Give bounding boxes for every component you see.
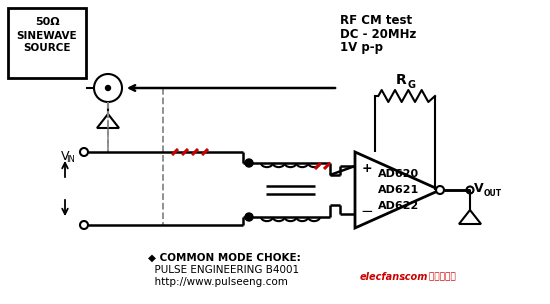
- Text: OUT: OUT: [484, 188, 502, 198]
- Text: 50Ω: 50Ω: [35, 17, 59, 27]
- Text: http://www.pulseeng.com: http://www.pulseeng.com: [148, 277, 288, 287]
- Text: ◆ COMMON MODE CHOKE:: ◆ COMMON MODE CHOKE:: [148, 253, 301, 263]
- Bar: [8, 8, 86, 78]
- Circle shape: [80, 221, 88, 229]
- Circle shape: [94, 74, 122, 102]
- Text: PULSE ENGINEERING B4001: PULSE ENGINEERING B4001: [148, 265, 299, 275]
- Text: −: −: [361, 205, 373, 219]
- Text: SINEWAVE: SINEWAVE: [16, 31, 78, 41]
- Text: V: V: [60, 150, 69, 163]
- Text: AD620: AD620: [378, 169, 420, 179]
- Text: +: +: [362, 161, 372, 174]
- Text: DC - 20MHz: DC - 20MHz: [340, 27, 416, 40]
- Text: SOURCE: SOURCE: [23, 43, 71, 53]
- Circle shape: [245, 213, 253, 221]
- Text: V: V: [474, 181, 483, 195]
- Circle shape: [436, 186, 444, 194]
- Text: 1V p-p: 1V p-p: [340, 42, 383, 54]
- Text: AD622: AD622: [378, 201, 420, 211]
- Circle shape: [80, 148, 88, 156]
- Text: RF CM test: RF CM test: [340, 13, 412, 26]
- Text: AD621: AD621: [378, 185, 420, 195]
- Text: G: G: [407, 80, 415, 90]
- Circle shape: [106, 85, 111, 91]
- Text: IN: IN: [67, 156, 75, 164]
- Text: 电子发烧友: 电子发烧友: [426, 272, 456, 282]
- Text: elecfans: elecfans: [360, 272, 406, 282]
- Circle shape: [466, 186, 474, 194]
- Text: .com: .com: [402, 272, 428, 282]
- Polygon shape: [355, 152, 440, 228]
- Circle shape: [245, 159, 253, 167]
- Text: R: R: [395, 73, 406, 87]
